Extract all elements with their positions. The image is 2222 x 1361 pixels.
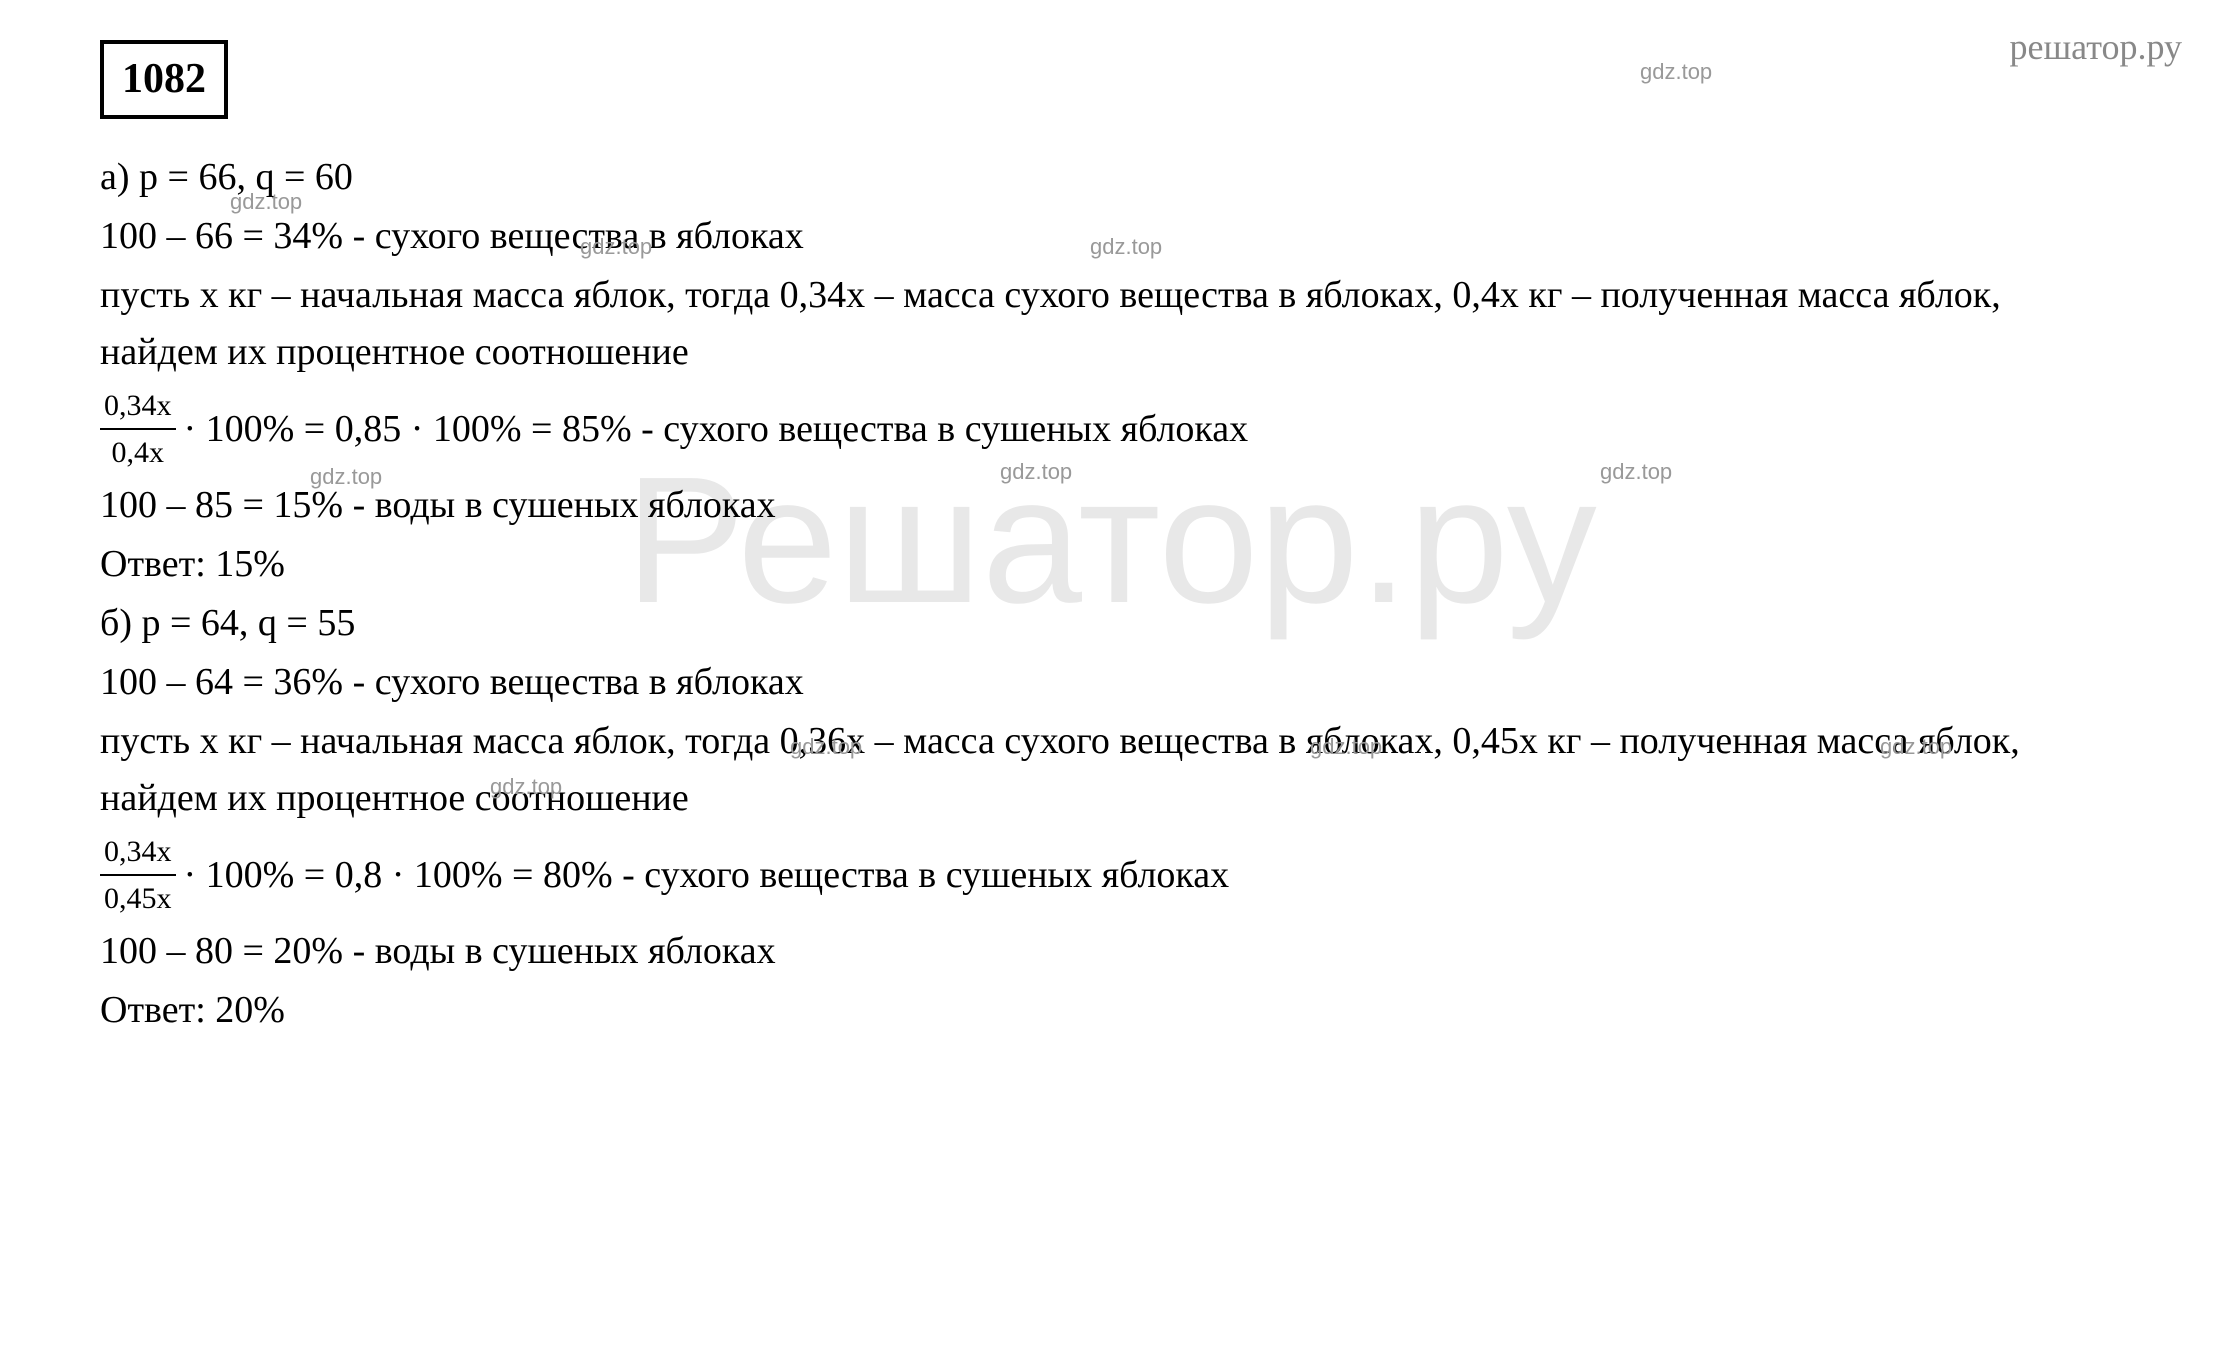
part-b-step1: 100 – 64 = 36% - сухого вещества в яблок… [100,654,2122,711]
part-b-setup: пусть x кг – начальная масса яблок, тогд… [100,713,2122,827]
fraction-a: 0,34x 0,4x [100,383,176,475]
fraction-b-numerator: 0,34x [100,829,176,876]
part-a-setup: пусть x кг – начальная масса яблок, тогд… [100,267,2122,381]
gdz-watermark: gdz.top [230,185,302,218]
part-a-calc1: · 100% = 0,85 · 100% = 85% - сухого веще… [184,401,1249,458]
problem-number: 1082 [100,40,228,119]
fraction-a-denominator: 0,4x [100,430,176,475]
part-b-calc1: · 100% = 0,8 · 100% = 80% - сухого вещес… [184,847,1230,904]
gdz-watermark: gdz.top [1090,230,1162,263]
fraction-b-denominator: 0,45x [100,876,176,921]
gdz-watermark: gdz.top [310,460,382,493]
gdz-watermark: gdz.top [580,230,652,263]
gdz-watermark: gdz.top [1000,455,1072,488]
gdz-watermark: gdz.top [1310,730,1382,763]
gdz-watermark: gdz.top [790,730,862,763]
part-a-answer: Ответ: 15% [100,536,2122,593]
gdz-watermark: gdz.top [1600,455,1672,488]
fraction-a-numerator: 0,34x [100,383,176,430]
part-b-calc-fraction: 0,34x 0,45x · 100% = 0,8 · 100% = 80% - … [100,829,2122,921]
gdz-watermark: gdz.top [1640,55,1712,88]
part-a-calc-fraction: 0,34x 0,4x · 100% = 0,85 · 100% = 85% - … [100,383,2122,475]
part-b-answer: Ответ: 20% [100,982,2122,1039]
part-a-calc2: 100 – 85 = 15% - воды в сушеных яблоках [100,477,2122,534]
part-b-calc2: 100 – 80 = 20% - воды в сушеных яблоках [100,923,2122,980]
gdz-watermark: gdz.top [1880,730,1952,763]
gdz-watermark: gdz.top [490,770,562,803]
fraction-b: 0,34x 0,45x [100,829,176,921]
content-area: 1082 а) p = 66, q = 60 100 – 66 = 34% - … [100,40,2122,1039]
part-b-given: б) p = 64, q = 55 [100,595,2122,652]
part-a-given: а) p = 66, q = 60 [100,149,2122,206]
